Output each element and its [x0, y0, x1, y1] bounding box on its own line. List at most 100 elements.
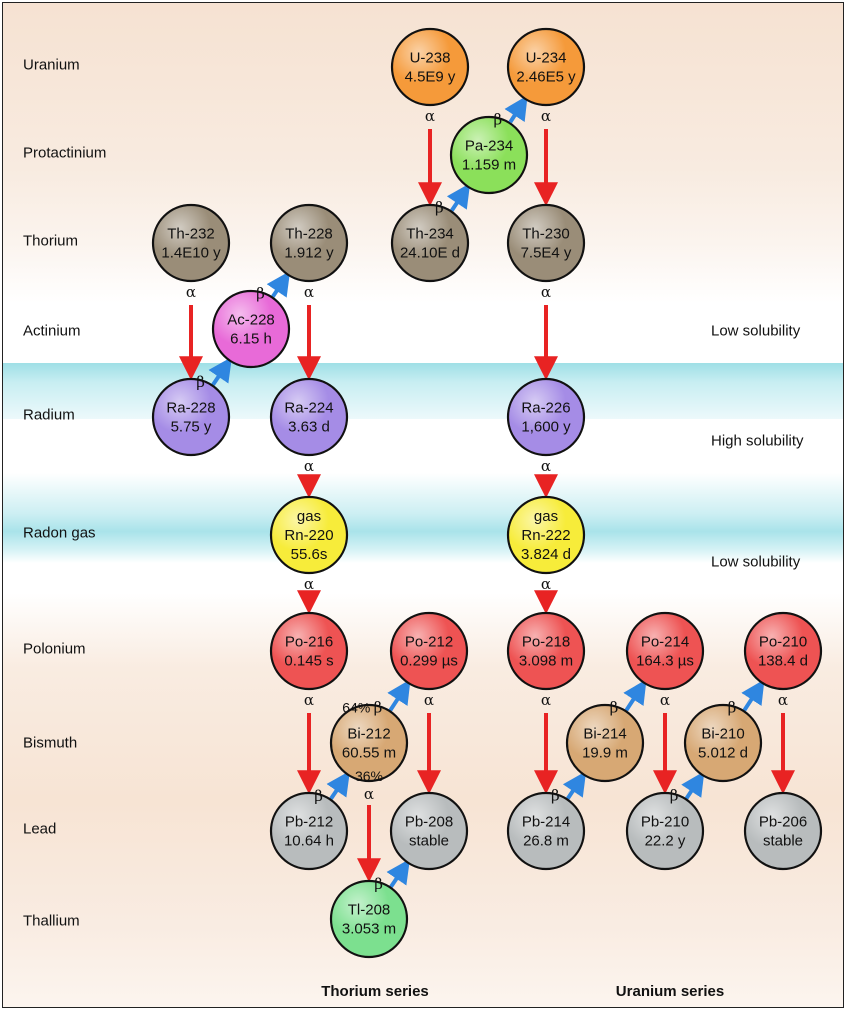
nuclide-pa-234: Pa-234 1.159 m [449, 115, 529, 195]
nuclide-shine [393, 30, 467, 104]
nuclide-bi-212: Bi-212 60.55 m [329, 703, 409, 783]
nuclide-half-life: 5.75 y [171, 419, 212, 436]
row-label-polonium: Polonium [23, 640, 86, 658]
nuclide-ac-228: Ac-228 6.15 h [211, 289, 291, 369]
nuclide-shine [686, 706, 760, 780]
nuclide-shine [509, 380, 583, 454]
row-label-thallium: Thallium [23, 912, 80, 930]
nuclide-shine [509, 614, 583, 688]
nuclide-u-238: U-238 4.5E9 y [390, 27, 470, 107]
beta-symbol: β [670, 786, 679, 804]
beta-symbol: β [551, 787, 560, 805]
row-label-uranium: Uranium [23, 56, 80, 74]
nuclide-name: Th-232 [167, 226, 215, 243]
nuclide-po-216: Po-216 0.145 s [269, 611, 349, 691]
nuclide-half-life: 138.4 d [758, 653, 808, 670]
nuclide-half-life: stable [409, 833, 449, 850]
nuclide-name: Bi-214 [583, 726, 626, 743]
nuclide-po-212: Po-212 0.299 µs [389, 611, 469, 691]
nuclide-pb-212: Pb-212 10.64 h [269, 791, 349, 871]
alpha-symbol: α [304, 575, 314, 593]
nuclide-rn-220: gas Rn-220 55.6s [269, 495, 349, 575]
nuclide-th-228: Th-228 1.912 y [269, 203, 349, 283]
nuclide-shine [154, 380, 228, 454]
alpha-symbol: α [541, 457, 551, 475]
solubility-label-radium: High solubility [711, 432, 804, 450]
nuclide-phase: gas [297, 508, 321, 525]
nuclide-shine [509, 498, 583, 572]
alpha-symbol: α [541, 575, 551, 593]
beta-symbol: β [435, 199, 444, 217]
nuclide-shine [392, 614, 466, 688]
nuclide-shine [272, 614, 346, 688]
nuclide-name: Po-214 [641, 634, 689, 651]
series-label-uranium: Uranium series [615, 983, 725, 1000]
water-band-radon [3, 473, 843, 563]
beta-decay-arrow-bi-214-to-po-214 [623, 679, 647, 712]
beta-symbol: β [314, 787, 323, 805]
alpha-symbol: α [541, 107, 551, 125]
beta-decay-arrow-ac-228-to-th-228 [266, 271, 291, 298]
row-label-bismuth: Bismuth [23, 734, 78, 752]
nuclide-name: Po-210 [759, 634, 807, 651]
beta-decay-arrow-bi-210-to-po-210 [741, 679, 765, 712]
beta-decay-arrow-pb-212-to-bi-212 [326, 770, 350, 800]
beta-decay-arrow-pb-214-to-bi-214 [562, 771, 587, 800]
nuclide-shine [272, 498, 346, 572]
nuclide-name: Th-230 [522, 226, 570, 243]
nuclide-name: Pb-212 [285, 814, 333, 831]
nuclide-ra-226: Ra-226 1,600 y [506, 377, 586, 457]
nuclide-name: Po-212 [405, 634, 453, 651]
nuclide-name: Ra-226 [521, 400, 570, 417]
nuclide-half-life: 2.46E5 y [516, 69, 576, 86]
nuclide-name: Pb-206 [759, 814, 807, 831]
row-label-radium: Radium [23, 406, 75, 424]
nuclide-half-life: 1.4E10 y [161, 245, 221, 262]
nuclide-th-234: Th-234 24.10E d [390, 203, 470, 283]
series-label-thorium: Thorium series [321, 983, 429, 1000]
nuclide-half-life: 3.63 d [288, 419, 330, 436]
beta-decay-arrow-pa-234-to-u-234 [504, 95, 528, 124]
nuclide-name: Pb-208 [405, 814, 453, 831]
nuclide-half-life: 0.145 s [284, 653, 333, 670]
beta-symbol: β [610, 698, 619, 716]
nuclide-half-life: 22.2 y [645, 833, 686, 850]
beta-decay-arrow-th-234-to-pa-234 [446, 183, 471, 212]
alpha-symbol: α [660, 691, 670, 709]
nuclide-pb-206: Pb-206 stable [743, 791, 823, 871]
nuclide-half-life: 3.098 m [519, 653, 573, 670]
alpha-symbol: α [304, 457, 314, 475]
beta-decay-arrow-ra-228-to-ac-228 [208, 356, 232, 386]
nuclide-half-life: 7.5E4 y [521, 245, 572, 262]
row-label-thorium: Thorium [23, 232, 79, 250]
alpha-symbol: α [424, 691, 434, 709]
nuclide-pb-208: Pb-208 stable [389, 791, 469, 871]
nuclide-half-life: 5.012 d [698, 745, 748, 762]
nuclide-shine [392, 794, 466, 868]
nuclide-shine [452, 118, 526, 192]
row-label-radon: Radon gas [23, 524, 96, 542]
nuclide-shine [628, 794, 702, 868]
alpha-symbol: α [304, 691, 314, 709]
alpha-symbol: α [541, 691, 551, 709]
nuclide-shine [272, 206, 346, 280]
nuclide-half-life: 0.299 µs [400, 653, 458, 670]
nuclide-name: Rn-220 [284, 527, 333, 544]
nuclide-ra-228: Ra-228 5.75 y [151, 377, 231, 457]
nuclide-shine [272, 380, 346, 454]
nuclide-half-life: 1,600 y [521, 419, 571, 436]
alpha-symbol: α [186, 283, 196, 301]
nuclide-tl-208: Tl-208 3.053 m [329, 879, 409, 959]
nuclide-name: Pa-234 [465, 138, 513, 155]
nuclide-name: Po-218 [522, 634, 570, 651]
nuclide-half-life: 164.3 µs [636, 653, 694, 670]
nuclide-po-214: Po-214 164.3 µs [625, 611, 705, 691]
branching-fraction: 36% [355, 768, 383, 784]
nuclide-shine [214, 292, 288, 366]
beta-decay-arrow-bi-212-to-po-212 [387, 679, 411, 712]
nuclide-name: U-238 [410, 50, 451, 67]
nuclide-name: Pb-210 [641, 814, 689, 831]
nuclide-shine [568, 706, 642, 780]
alpha-symbol: α [425, 107, 435, 125]
